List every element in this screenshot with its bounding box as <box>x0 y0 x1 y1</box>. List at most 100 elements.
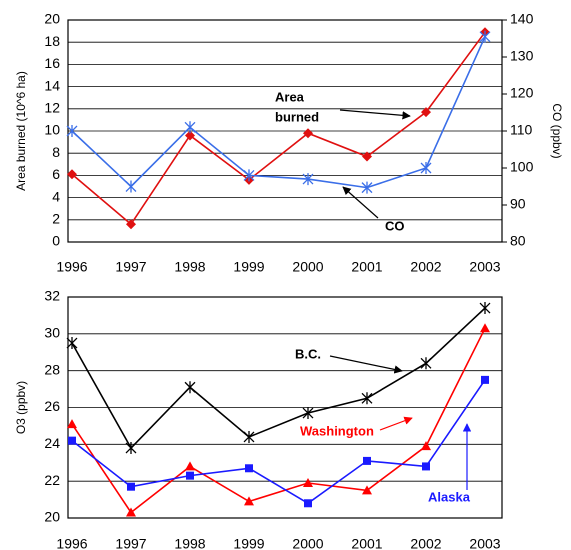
x-tick-label: 2000 <box>292 259 323 275</box>
y-axis-label: Area burned (10^6 ha) <box>14 71 28 191</box>
x-tick-label: 2003 <box>469 259 500 275</box>
marker <box>68 436 76 445</box>
annotation: Alaska <box>428 489 471 504</box>
marker <box>245 464 253 473</box>
y-tick-label: 2 <box>52 211 60 227</box>
x-tick-label: 2001 <box>351 536 382 550</box>
marker <box>66 337 78 350</box>
y-tick-label: 26 <box>44 398 60 414</box>
marker <box>303 128 313 139</box>
y2-tick-label: 110 <box>510 122 533 138</box>
x-tick-label: 1997 <box>115 536 146 550</box>
x-tick-label: 2002 <box>410 536 441 550</box>
y-axis-label: O3 (ppbv) <box>14 381 28 434</box>
marker <box>186 471 194 480</box>
arrow <box>339 109 411 120</box>
marker <box>480 323 490 333</box>
marker <box>362 151 372 162</box>
x-tick-label: 1996 <box>56 259 87 275</box>
series-line <box>71 379 486 505</box>
y-tick-label: 30 <box>44 325 60 341</box>
y-tick-label: 28 <box>44 361 60 377</box>
marker <box>361 181 373 194</box>
marker <box>184 381 196 394</box>
x-tick-label: 1999 <box>233 259 264 275</box>
x-tick-label: 1999 <box>233 536 264 550</box>
y-tick-label: 6 <box>52 166 60 182</box>
y-tick-label: 18 <box>44 33 60 49</box>
series-line <box>71 327 486 514</box>
y-tick-label: 4 <box>52 188 60 204</box>
marker <box>302 407 314 420</box>
y-tick-label: 20 <box>44 509 60 525</box>
marker <box>421 107 431 118</box>
marker <box>479 30 491 43</box>
marker <box>303 478 313 488</box>
y-tick-label: 8 <box>52 144 60 160</box>
marker <box>66 125 78 137</box>
x-tick-label: 1996 <box>56 536 87 550</box>
marker <box>67 419 77 429</box>
y2-tick-label: 140 <box>510 11 534 27</box>
annotation: burned <box>275 109 319 124</box>
plot-frame <box>67 19 503 243</box>
marker <box>304 499 312 508</box>
y2-tick-label: 80 <box>510 233 526 249</box>
annotation: CO <box>385 218 405 233</box>
annotation: Washington <box>300 423 374 438</box>
x-tick-label: 1998 <box>174 259 205 275</box>
annotation: Area <box>275 89 305 104</box>
y-tick-label: 12 <box>44 100 60 116</box>
x-tick-label: 2003 <box>469 536 500 550</box>
x-tick-label: 2000 <box>292 536 323 550</box>
marker <box>125 442 137 455</box>
marker <box>243 430 255 443</box>
marker <box>244 496 254 506</box>
marker <box>127 482 135 491</box>
marker <box>363 456 371 465</box>
x-tick-label: 2002 <box>410 259 441 275</box>
marker <box>302 173 314 186</box>
x-tick-label: 1997 <box>115 259 146 275</box>
marker <box>420 162 432 174</box>
y-tick-label: 0 <box>52 233 60 249</box>
marker <box>185 461 195 471</box>
x-tick-label: 2001 <box>351 259 382 275</box>
y2-tick-label: 90 <box>510 196 526 212</box>
arrow <box>329 355 403 374</box>
y-tick-label: 32 <box>44 288 60 304</box>
marker <box>184 121 196 134</box>
arrow <box>342 186 379 219</box>
marker <box>420 357 432 370</box>
y-tick-label: 14 <box>44 77 60 93</box>
marker <box>362 485 372 495</box>
x-tick-label: 1998 <box>174 536 205 550</box>
y2-tick-label: 100 <box>510 159 534 175</box>
marker <box>422 462 430 471</box>
y2-tick-label: 130 <box>510 48 534 64</box>
series-line <box>71 36 486 189</box>
marker <box>361 392 373 405</box>
marker <box>479 302 491 315</box>
y2-tick-label: 120 <box>510 85 534 101</box>
series-line <box>71 307 486 450</box>
marker <box>185 130 195 141</box>
y-tick-label: 20 <box>44 11 60 27</box>
annotation: B.C. <box>295 346 321 361</box>
y2-axis-label: CO (ppbv) <box>550 103 564 158</box>
marker <box>243 169 255 182</box>
bottom-chart: 20 22 24 26 28 30 32 1996 1997 1998 1999 2000 2001 20… <box>14 288 503 550</box>
marker <box>126 219 136 230</box>
marker <box>67 169 77 180</box>
marker <box>126 507 136 517</box>
marker <box>421 441 431 451</box>
marker <box>125 180 137 193</box>
y-tick-label: 22 <box>44 472 60 488</box>
marker <box>481 375 489 384</box>
y-tick-label: 10 <box>44 122 60 138</box>
top-chart: 0 2 4 6 8 10 12 14 16 18 20 80 90 100 110 120 130 140 1996… <box>14 11 564 275</box>
series-line <box>71 31 486 226</box>
plot-frame <box>67 296 503 519</box>
arrow <box>379 416 413 431</box>
